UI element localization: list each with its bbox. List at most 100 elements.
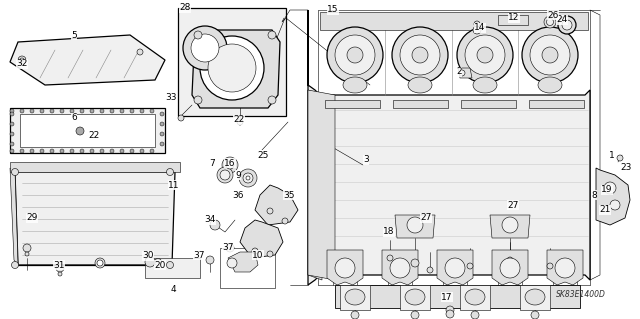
Circle shape (12, 262, 19, 269)
Text: 12: 12 (508, 13, 520, 23)
Circle shape (70, 149, 74, 153)
Text: 9: 9 (235, 170, 241, 180)
Text: 7: 7 (209, 159, 215, 167)
Circle shape (150, 149, 154, 153)
Polygon shape (458, 68, 472, 78)
Text: 22: 22 (88, 130, 99, 139)
Circle shape (10, 142, 14, 146)
Circle shape (351, 311, 359, 319)
Circle shape (160, 132, 164, 136)
Circle shape (10, 132, 14, 136)
Polygon shape (10, 35, 165, 85)
Circle shape (154, 258, 161, 265)
Circle shape (150, 109, 154, 113)
Circle shape (194, 96, 202, 104)
Circle shape (446, 310, 454, 318)
Circle shape (506, 259, 514, 267)
Polygon shape (340, 285, 370, 310)
Text: 37: 37 (222, 243, 234, 253)
Text: 31: 31 (53, 261, 65, 270)
Text: 23: 23 (620, 164, 632, 173)
Circle shape (246, 176, 250, 180)
Text: 8: 8 (591, 190, 597, 199)
Circle shape (30, 109, 34, 113)
Ellipse shape (445, 258, 465, 278)
Ellipse shape (465, 289, 485, 305)
Circle shape (90, 109, 94, 113)
Circle shape (194, 31, 202, 39)
Circle shape (140, 149, 144, 153)
Polygon shape (15, 165, 175, 172)
Ellipse shape (465, 35, 505, 75)
Circle shape (70, 109, 74, 113)
Text: 15: 15 (327, 5, 339, 14)
Ellipse shape (473, 77, 497, 93)
Text: 2: 2 (456, 68, 461, 77)
Circle shape (473, 26, 481, 34)
Polygon shape (520, 285, 550, 310)
Polygon shape (325, 100, 380, 108)
Circle shape (130, 149, 134, 153)
Ellipse shape (200, 36, 264, 100)
Ellipse shape (555, 258, 575, 278)
Text: 33: 33 (165, 93, 177, 102)
Text: 27: 27 (507, 201, 518, 210)
Bar (320, 12, 588, 30)
Bar (20, 114, 155, 147)
Circle shape (531, 311, 539, 319)
Polygon shape (327, 250, 363, 285)
Circle shape (160, 122, 164, 126)
Circle shape (25, 252, 29, 256)
Circle shape (166, 168, 173, 175)
Polygon shape (547, 250, 583, 285)
Circle shape (604, 182, 616, 194)
Ellipse shape (327, 27, 383, 83)
Ellipse shape (183, 26, 227, 70)
Polygon shape (461, 100, 516, 108)
Circle shape (267, 208, 273, 214)
Text: 10: 10 (252, 250, 264, 259)
Polygon shape (400, 285, 430, 310)
Circle shape (95, 258, 105, 268)
Circle shape (76, 127, 84, 135)
Circle shape (120, 149, 124, 153)
Text: 11: 11 (168, 181, 180, 189)
Bar (498, 15, 528, 25)
Polygon shape (490, 215, 530, 238)
Circle shape (166, 262, 173, 269)
Polygon shape (529, 100, 584, 108)
Polygon shape (240, 220, 283, 258)
Circle shape (617, 155, 623, 161)
Ellipse shape (347, 47, 363, 63)
Circle shape (387, 255, 393, 261)
Circle shape (474, 21, 480, 27)
Polygon shape (492, 250, 528, 285)
Polygon shape (308, 90, 322, 280)
Text: 20: 20 (154, 261, 166, 270)
Circle shape (239, 169, 257, 187)
Ellipse shape (412, 47, 428, 63)
Polygon shape (10, 168, 18, 265)
Text: 6: 6 (71, 114, 77, 122)
Text: 17: 17 (441, 293, 452, 301)
Circle shape (562, 20, 572, 30)
Text: 5: 5 (71, 31, 77, 40)
Polygon shape (335, 285, 580, 308)
Circle shape (90, 149, 94, 153)
Circle shape (40, 149, 44, 153)
Circle shape (18, 56, 26, 64)
Circle shape (502, 217, 518, 233)
Circle shape (210, 220, 220, 230)
Text: 26: 26 (547, 11, 558, 19)
Text: 27: 27 (420, 213, 431, 222)
Ellipse shape (542, 47, 558, 63)
Ellipse shape (500, 258, 520, 278)
Ellipse shape (390, 258, 410, 278)
Polygon shape (382, 250, 418, 285)
Circle shape (226, 161, 234, 169)
Circle shape (547, 263, 553, 269)
Polygon shape (395, 215, 435, 238)
Ellipse shape (400, 35, 440, 75)
Circle shape (20, 58, 24, 62)
Circle shape (10, 122, 14, 126)
